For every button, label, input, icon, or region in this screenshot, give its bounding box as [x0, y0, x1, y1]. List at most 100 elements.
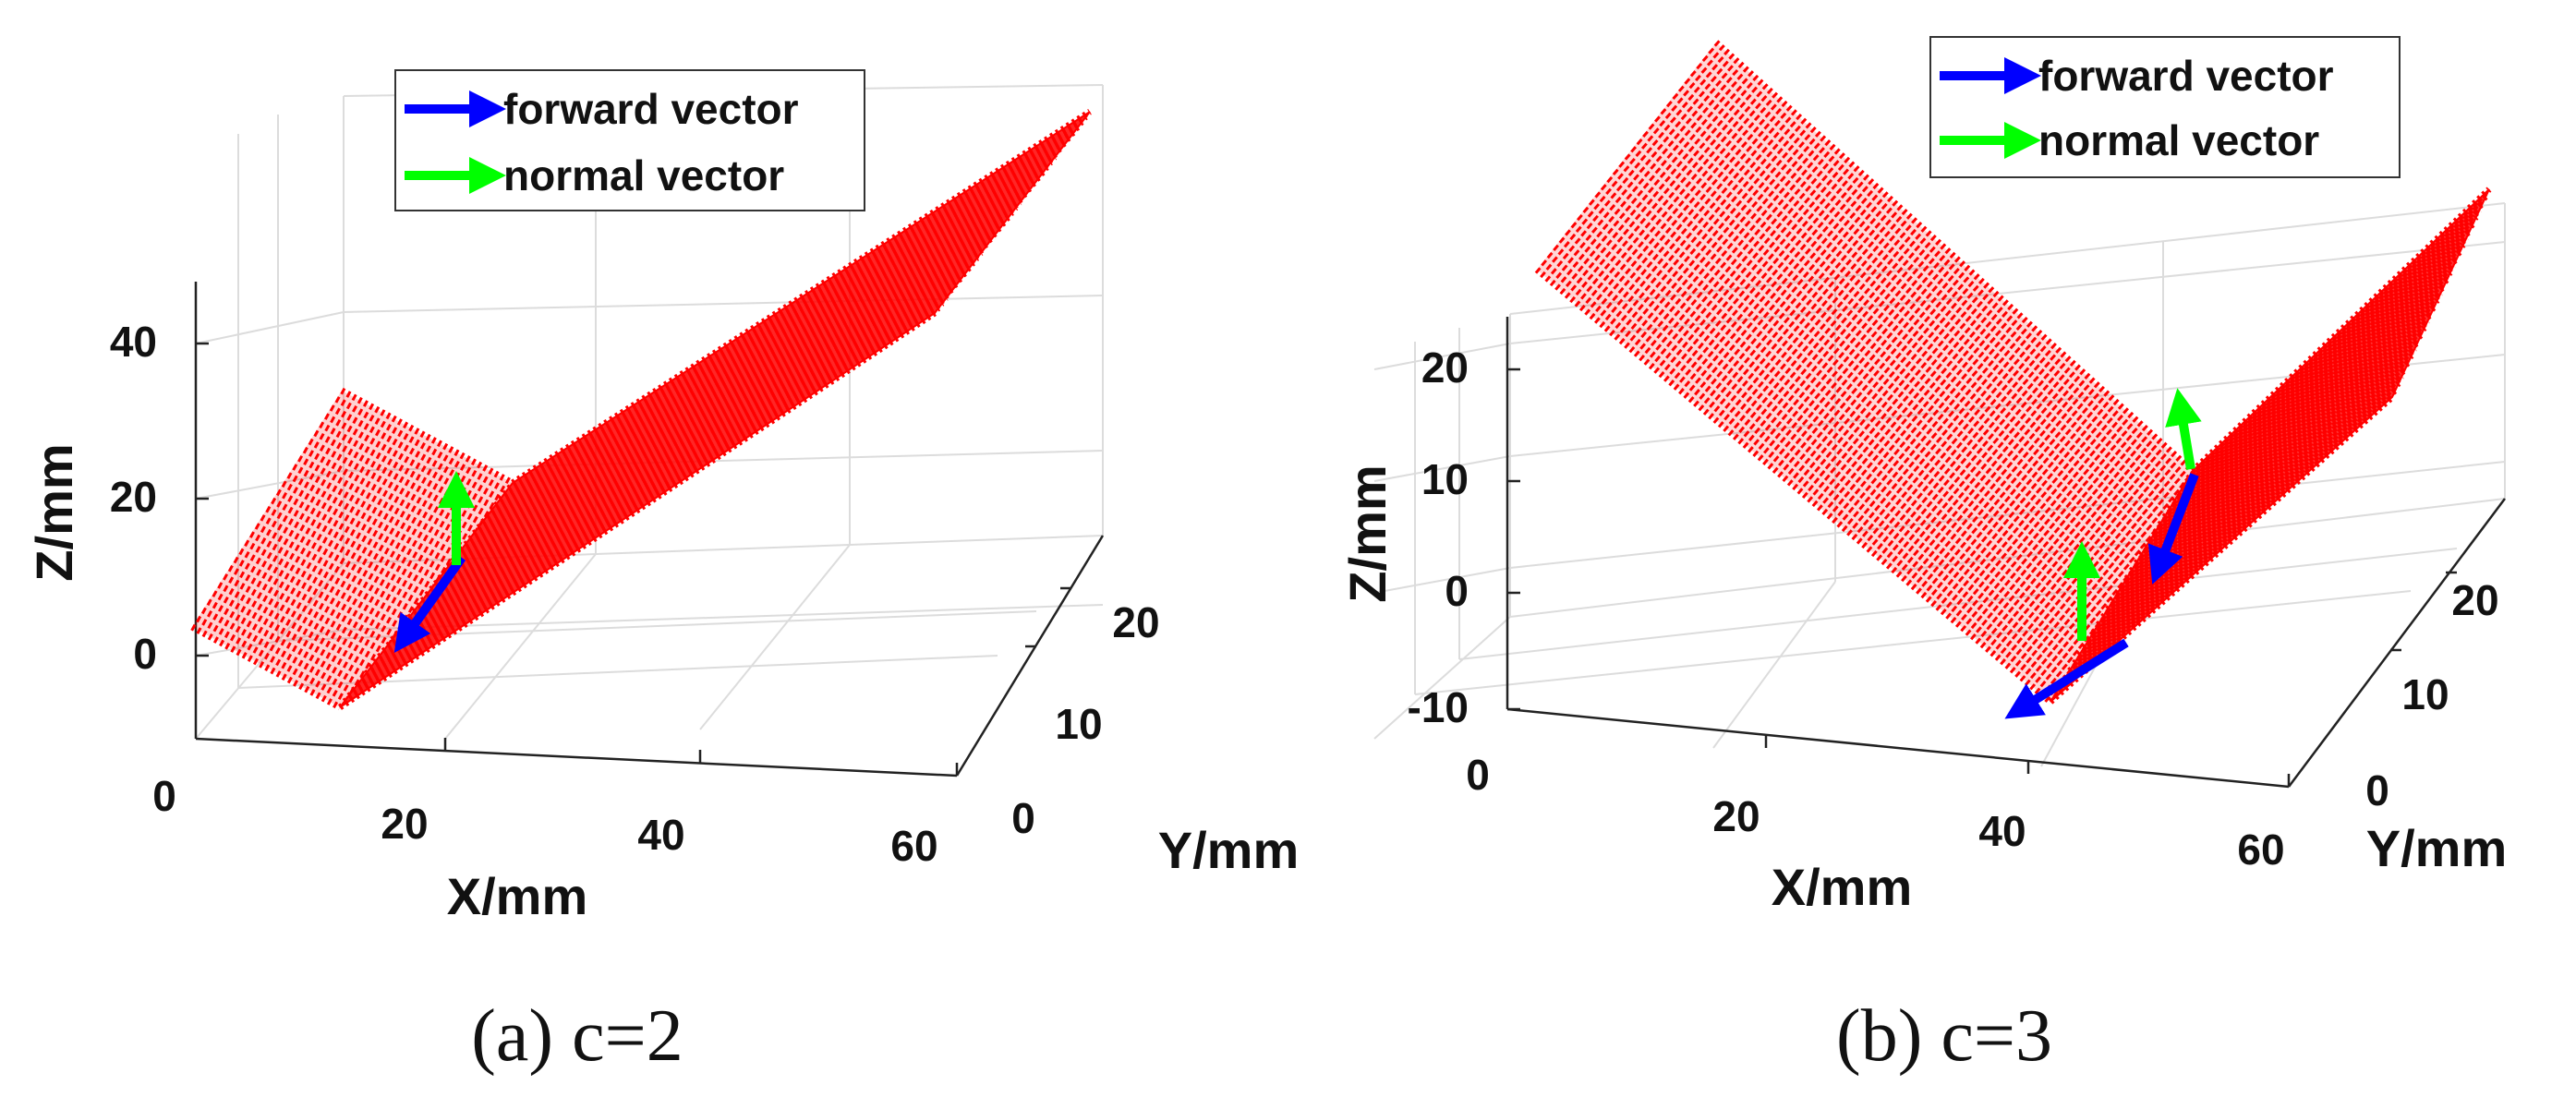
surface-hatch-line: [217, 582, 373, 670]
surface-hatch-line: [212, 590, 367, 679]
surface-hatch-line: [223, 573, 379, 663]
panel-b-forward-vector-1: [2004, 638, 2129, 719]
surface-hatch-line: [1665, 100, 2158, 536]
panel-a-y-tick: 10: [1055, 700, 1102, 748]
surface-hatch-line: [2128, 276, 2449, 573]
panel-b-y-tick: 0: [2365, 766, 2389, 814]
panel-a-vectors: [393, 471, 475, 654]
surface-hatch-line: [281, 480, 447, 574]
panel-b-vectors: [2004, 388, 2202, 719]
panel-b-legend-normal-label: normal vector: [2038, 116, 2319, 164]
panel-a-x-ticks: 0 20 40 60: [152, 772, 937, 870]
surface-hatch-line: [1684, 78, 2171, 512]
panel-a-y-tick: 0: [1011, 794, 1035, 842]
panel-a-chart: 40 20 0 0 20 40 60 0 10 20 Z/mm X/mm Y/m…: [25, 69, 1300, 1077]
surface-hatch-line: [1677, 85, 2167, 520]
surface-hatch-line: [2134, 270, 2453, 566]
surface-hatch-line: [340, 387, 514, 487]
surface-hatch-line: [2171, 214, 2479, 504]
panel-a-legend: forward vector normal vector: [394, 69, 865, 211]
surface-hatch-line: [2176, 207, 2482, 497]
panel-b-z-tick: -10: [1408, 683, 1469, 731]
panel-b-z-tick: 0: [1445, 567, 1469, 615]
surface-hatch-line: [1553, 244, 2067, 681]
panel-b-chart: 20 10 0 -10 0 20 40 60 0 10 20 Z/mm X/mm…: [1338, 36, 2508, 1077]
surface-hatch-line: [1558, 236, 2072, 674]
surface-hatch-line: [196, 615, 348, 703]
panel-a-z-axis-label: Z/mm: [25, 443, 83, 581]
panel-a-long-face-hatch: [338, 109, 1092, 710]
surface-hatch-line: [190, 623, 342, 711]
panel-b-axes: [1506, 317, 2506, 789]
panel-a-legend-forward-label: forward vector: [503, 85, 799, 133]
surface-hatch-line: [1588, 199, 2096, 635]
surface-hatch-line: [1636, 138, 2134, 573]
panel-a-y-axis-label: Y/mm: [1158, 821, 1300, 879]
surface-hatch-line: [2057, 380, 2401, 689]
surface-hatch-line: [206, 598, 360, 687]
panel-a-short-face-hatch: [190, 387, 514, 711]
surface-hatch-line: [271, 497, 434, 590]
panel-a-caption: (a) c=2: [471, 995, 683, 1077]
panel-b-x-axis-label: X/mm: [1772, 858, 1913, 916]
panel-b-y-tick: 10: [2401, 670, 2449, 718]
surface-hatch-line: [2166, 221, 2475, 512]
surface-hatch-line: [1534, 267, 2053, 705]
surface-hatch-line: [292, 464, 459, 559]
panel-a-x-tick: 40: [637, 811, 684, 859]
panel-a-short-face: [192, 391, 513, 707]
surface-hatch-line: [1570, 222, 2082, 658]
surface-hatch-line: [1672, 92, 2162, 527]
panel-b-x-tick: 40: [1978, 807, 2026, 855]
panel-a-x-tick: 0: [152, 772, 176, 820]
surface-hatch-line: [297, 455, 466, 550]
surface-hatch-line: [275, 488, 441, 583]
surface-hatch-line: [1594, 191, 2100, 628]
surface-hatch-line: [286, 472, 453, 566]
surface-hatch-line: [2138, 262, 2456, 559]
surface-hatch-line: [2067, 367, 2408, 674]
surface-hatch-line: [308, 438, 478, 535]
panel-b-normal-vector-2: [2165, 388, 2202, 470]
panel-b-x-ticks: 0 20 40 60: [1466, 751, 2284, 874]
surface-hatch-line: [2181, 200, 2485, 489]
surface-hatch-line: [254, 523, 416, 614]
surface-hatch-line: [1600, 184, 2105, 620]
panel-b-caption: (b) c=3: [1836, 995, 2052, 1077]
panel-b-left-face: [1537, 42, 2193, 702]
surface-hatch-line: [1648, 123, 2143, 559]
panel-a-legend-normal-label: normal vector: [503, 151, 784, 199]
panel-b-left-face-hatch: [1534, 40, 2195, 705]
panel-b-legend: forward vector normal vector: [1929, 36, 2401, 178]
surface-hatch-line: [1582, 206, 2091, 643]
panel-a-forward-vector: [393, 555, 466, 654]
surface-hatch-line: [1541, 259, 2058, 697]
panel-b-surface: [1534, 40, 2492, 705]
surface-hatch-line: [511, 109, 1092, 486]
panel-a-z-tick: 0: [133, 630, 157, 678]
surface-hatch-line: [2157, 235, 2469, 527]
panel-a-x-tick: 60: [890, 822, 937, 870]
surface-hatch-line: [260, 514, 422, 607]
panel-b-y-axis-label: Y/mm: [2366, 819, 2508, 877]
panel-b-z-tick: 10: [1421, 455, 1469, 503]
panel-a-axes: [194, 282, 1105, 778]
panel-a-surface: [190, 109, 1092, 711]
surface-hatch-line: [302, 446, 471, 542]
panel-b-x-tick: 0: [1466, 751, 1490, 799]
panel-a-x-tick: 20: [381, 800, 428, 848]
surface-hatch-line: [1576, 213, 2086, 651]
surface-hatch-line: [1642, 130, 2138, 566]
panel-a-y-tick: 20: [1112, 598, 1159, 646]
panel-a-z-ticks: 40 20 0: [110, 318, 157, 678]
panel-b-legend-forward-label: forward vector: [2038, 52, 2334, 100]
panel-b-x-tick: 60: [2237, 826, 2284, 874]
surface-hatch-line: [1660, 108, 2153, 543]
surface-hatch-line: [1689, 70, 2176, 504]
surface-hatch-line: [1654, 115, 2147, 550]
surface-hatch-line: [200, 607, 355, 694]
panel-b-x-tick: 20: [1712, 792, 1760, 840]
surface-hatch-line: [1546, 251, 2062, 690]
panel-a-x-axis-label: X/mm: [447, 867, 588, 925]
